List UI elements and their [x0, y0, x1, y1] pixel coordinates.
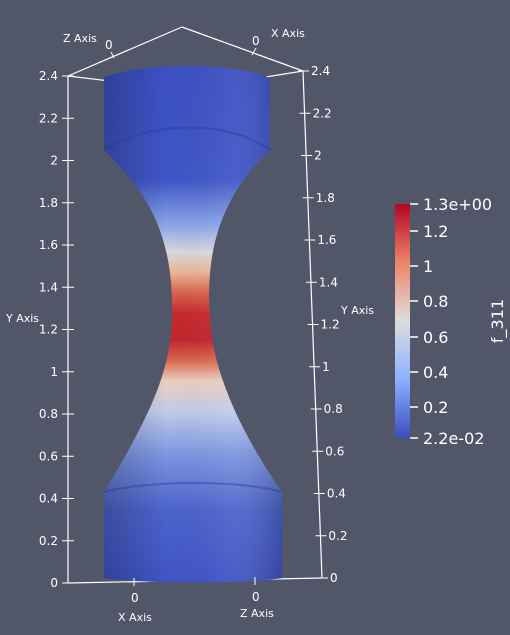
right-tick-label: 0.2	[328, 529, 347, 543]
right-tick-label: 2.2	[313, 106, 332, 120]
left-tick-label: 1.6	[39, 238, 58, 252]
colorbar-tick-label: 0.6	[423, 328, 448, 347]
left-tick-label: 1.4	[39, 280, 58, 294]
left-y-axis: 0 0.2 0.4 0.6 0.8 1 1.2 1.4 1.6 1.8 2 2.2 2.4 Y Axis	[5, 69, 74, 590]
left-tick-label: 0.2	[39, 534, 58, 548]
left-tick-label: 2.4	[39, 69, 58, 83]
right-tick-label: 2	[314, 149, 322, 163]
left-tick-label: 1	[50, 365, 58, 379]
top-z-axis-title: Z Axis	[63, 32, 97, 45]
bottom-z-axis-title: Z Axis	[240, 607, 274, 620]
right-tick-label: 1.4	[319, 275, 338, 289]
left-tick-label: 2	[50, 154, 58, 168]
right-tick-label: 1.8	[316, 191, 335, 205]
right-tick-label: 1.2	[321, 318, 340, 332]
right-tick-label: 2.4	[311, 64, 330, 78]
left-tick-label: 1.2	[39, 323, 58, 337]
left-tick-label: 0.8	[39, 407, 58, 421]
right-tick-label: 1	[322, 360, 330, 374]
colorbar-tick-label: 0.8	[423, 292, 448, 311]
specimen-surface[interactable]	[103, 66, 283, 583]
colorbar-tick-label: 1	[423, 257, 433, 276]
bottom-axes: 0 X Axis 0 Z Axis	[118, 577, 274, 624]
left-tick-label: 0.4	[39, 492, 58, 506]
colorbar-tick-label: 0.4	[423, 363, 448, 382]
left-tick-label: 1.8	[39, 196, 58, 210]
left-tick-label: 0.6	[39, 449, 58, 463]
colorbar-tick-label: 2.2e-02	[423, 429, 484, 448]
right-tick-label: 0.4	[327, 487, 346, 501]
left-tick-label: 2.2	[39, 111, 58, 125]
right-y-axis-title: Y Axis	[340, 304, 374, 317]
colorbar-tick-label: 1.2	[423, 222, 448, 241]
left-y-axis-title: Y Axis	[5, 312, 39, 325]
colorbar-gradient	[395, 204, 410, 438]
right-tick-label: 0	[330, 571, 338, 585]
top-x-tick: 0	[252, 34, 260, 48]
bottom-z-tick: 0	[252, 590, 260, 604]
left-tick-label: 0	[50, 576, 58, 590]
top-x-axis-title: X Axis	[271, 27, 305, 40]
bottom-x-tick: 0	[131, 591, 139, 605]
color-legend[interactable]: 1.3e+00 1.2 1 0.8 0.6 0.4 0.2 2.2e-02 f_311	[395, 195, 508, 448]
top-axes: Z Axis 0 X Axis 0	[63, 27, 305, 59]
right-tick-label: 1.6	[317, 233, 336, 247]
right-y-axis: 0 0.2 0.4 0.6 0.8 1 1.2 1.4 1.6 1.8 2 2.2 2.4 Y Axis	[298, 64, 374, 585]
right-tick-label: 0.8	[324, 402, 343, 416]
colorbar-tick-label: 1.3e+00	[423, 195, 492, 214]
bottom-x-axis-title: X Axis	[118, 611, 152, 624]
colorbar-tick-label: 0.2	[423, 398, 448, 417]
top-z-tick: 0	[105, 38, 113, 52]
right-tick-label: 0.6	[325, 444, 344, 458]
colorbar-title: f_311	[488, 299, 508, 343]
